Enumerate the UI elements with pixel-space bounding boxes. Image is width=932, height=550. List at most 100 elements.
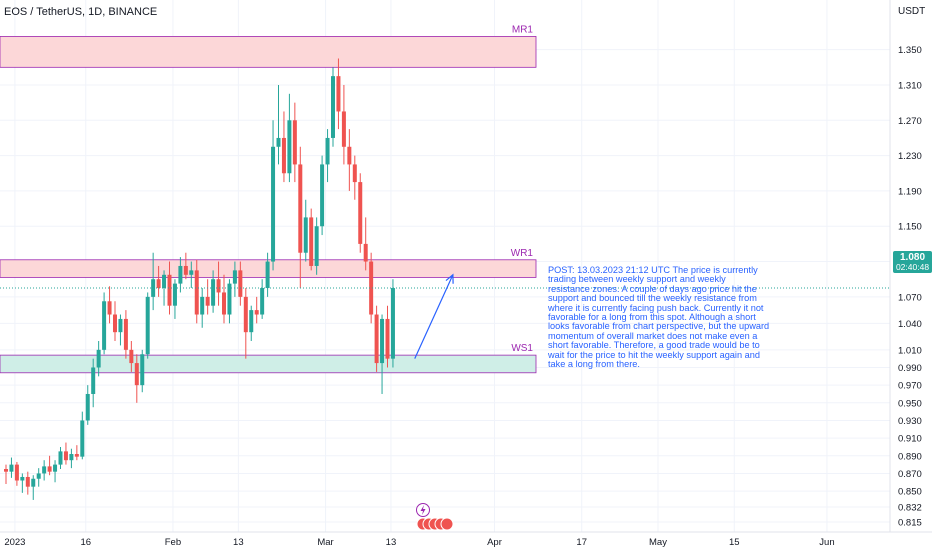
current-price-value: 1.080 <box>899 252 926 263</box>
candle-body <box>47 466 52 472</box>
candle-body <box>260 288 265 315</box>
candle-body <box>336 76 341 112</box>
candle-body <box>134 363 139 386</box>
price-tick-label: 0.970 <box>898 381 922 392</box>
arrow-head <box>445 273 454 284</box>
candle-body <box>20 476 25 481</box>
price-tick-label: 1.190 <box>898 186 922 197</box>
price-tick-label: 1.230 <box>898 151 922 162</box>
candle-body <box>205 296 210 306</box>
projection-arrow <box>414 273 454 359</box>
candles <box>4 58 395 500</box>
candle-body <box>31 478 36 487</box>
candle-body <box>74 454 79 457</box>
time-tick-label: Jun <box>819 537 834 548</box>
candle-body <box>352 164 357 183</box>
candle-body <box>91 367 96 394</box>
candle-body <box>140 354 145 386</box>
price-tick-label: 1.070 <box>898 292 922 303</box>
candle-body <box>347 146 352 165</box>
time-tick-label: May <box>649 537 667 548</box>
price-tick-label: 1.270 <box>898 116 922 127</box>
currency-label: USDT <box>898 6 926 17</box>
lightning-icon[interactable] <box>416 503 430 517</box>
candle-body <box>14 464 19 481</box>
candle-body <box>178 265 183 284</box>
analysis-note[interactable]: POST: 13.03.2023 21:12 UTC The price is … <box>548 265 770 370</box>
candle-body <box>36 473 41 479</box>
candle-body <box>281 137 286 174</box>
price-tick-label: 0.850 <box>898 487 922 498</box>
candle-body <box>232 270 237 284</box>
candle-body <box>271 146 276 262</box>
candle-body <box>287 120 292 174</box>
candle-body <box>9 464 14 472</box>
candle-body <box>85 393 90 421</box>
candle-body <box>303 217 308 253</box>
candle-body <box>380 318 385 364</box>
candle-countdown: 02:40:48 <box>895 262 930 272</box>
candle-body <box>222 292 226 315</box>
candle-body <box>145 296 150 355</box>
candle-body <box>102 301 107 350</box>
candle-body <box>309 217 314 266</box>
price-tick-label: 1.010 <box>898 345 922 356</box>
candle-body <box>96 349 101 368</box>
candle-body <box>314 226 319 266</box>
time-tick-label: 15 <box>729 537 740 548</box>
candle-body <box>238 270 243 297</box>
time-tick-label: 16 <box>80 537 91 548</box>
time-tick-label: 13 <box>233 537 244 548</box>
candle-body <box>183 265 188 275</box>
candle-body <box>320 164 325 227</box>
candle-body <box>363 243 368 262</box>
price-tick-label: 0.870 <box>898 469 922 480</box>
current-price-badge: 1.080 02:40:48 <box>893 251 932 273</box>
candle-body <box>4 469 8 472</box>
candle-body <box>107 301 112 315</box>
candle-body <box>292 120 297 165</box>
price-tick-label: 1.310 <box>898 80 922 91</box>
candle-body <box>172 283 177 306</box>
zone-label-ws1: WS1 <box>511 343 533 354</box>
time-tick-label: Mar <box>317 537 333 548</box>
price-tick-label: 1.040 <box>898 319 922 330</box>
price-tick-label: 0.890 <box>898 451 922 462</box>
zone-mr1 <box>0 36 537 68</box>
candle-body <box>276 137 281 147</box>
candle-body <box>25 476 30 487</box>
price-tick-label: 0.832 <box>898 502 922 513</box>
candle-body <box>156 279 161 289</box>
candle-body <box>194 270 199 315</box>
candle-body <box>325 137 330 165</box>
candle-body <box>358 182 363 244</box>
chart-title: EOS / TetherUS, 1D, BINANCE <box>4 6 158 18</box>
price-tick-label: 0.910 <box>898 434 922 445</box>
candle-body <box>216 279 221 293</box>
time-tick-label: Feb <box>165 537 181 548</box>
candle-body <box>341 111 346 147</box>
candle-body <box>243 296 248 333</box>
arrow-shaft <box>414 274 454 359</box>
zone-label-mr1: MR1 <box>512 24 534 35</box>
price-axis: 1.3501.3101.2701.2301.1901.1501.1101.070… <box>889 0 922 532</box>
zone-label-wr1: WR1 <box>511 248 534 259</box>
candle-body <box>254 310 259 315</box>
candle-body <box>58 451 63 465</box>
candle-body <box>227 283 232 315</box>
candle-body <box>118 318 123 333</box>
price-tick-label: 1.150 <box>898 222 922 233</box>
candle-body <box>189 270 194 275</box>
candle-body <box>200 296 205 315</box>
event-icons <box>416 503 454 531</box>
candle-body <box>69 454 74 461</box>
candle-body <box>129 349 134 364</box>
zone-ws1 <box>0 354 537 374</box>
price-tick-label: 0.950 <box>898 398 922 409</box>
time-axis: 2023 16 Feb 13 Mar 13 Apr 17 May 15 Jun <box>0 531 932 548</box>
time-tick-label: Apr <box>487 537 502 548</box>
price-tick-label: 0.930 <box>898 416 922 427</box>
candle-body <box>53 464 58 472</box>
flags-icon[interactable] <box>416 517 454 531</box>
